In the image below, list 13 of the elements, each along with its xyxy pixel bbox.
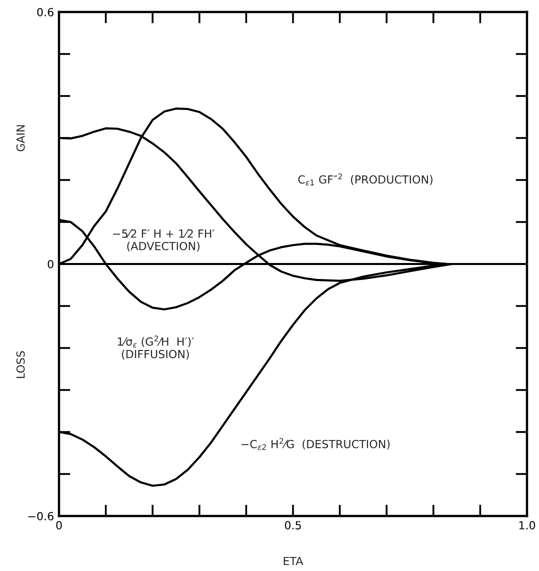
annotation: −5⁄2 F′ H + 1⁄2 FH′ (ADVECTION) [113, 229, 214, 252]
y-tick-label: 0 [48, 260, 54, 268]
x-tick-label: 0 [56, 521, 62, 530]
text: GAIN [16, 125, 25, 152]
annotation: C$_{ε1}$ GF″$^{2}$ (PRODUCTION) [298, 173, 432, 186]
x-axis-title: ETA [284, 556, 304, 566]
y-tick-label: 0.6 [37, 8, 54, 16]
annotation: −C$_{ε2}$ H$^{2}$⁄G (DESTRUCTION) [241, 438, 390, 450]
x-tick-label: 0.5 [284, 521, 301, 530]
text: LOSS [16, 351, 25, 378]
y-tick-label: −0.6 [28, 512, 54, 520]
x-tick-label: 1.0 [519, 521, 536, 530]
annotation: 1⁄σ$_{ε}$ (G$^{2}$⁄H H′)′ (DIFFUSION) [118, 336, 194, 360]
